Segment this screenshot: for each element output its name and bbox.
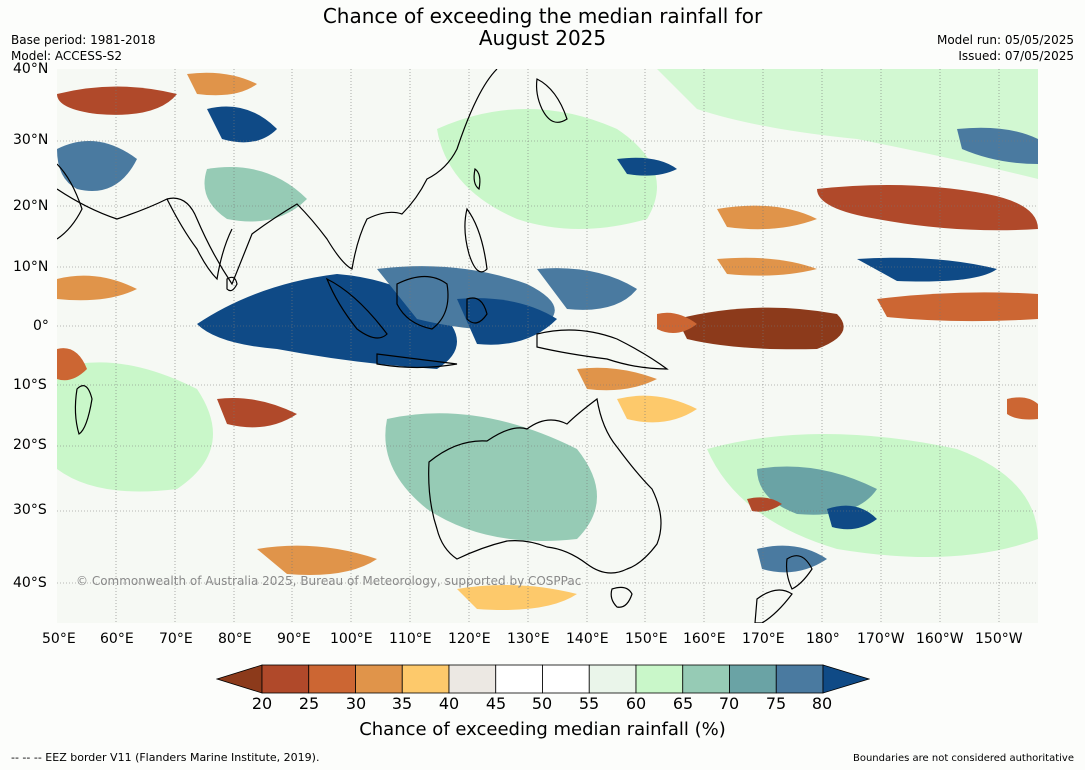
colorbar-cell [355,664,403,694]
lon-label: 70°E [159,631,193,647]
graticule [57,69,1038,623]
lat-label-30s: 30°S [13,502,47,518]
info-right: Model run: 05/05/2025 Issued: 07/05/2025 [937,32,1074,64]
colorbar-cell [635,664,684,694]
lat-label-30n: 30°N [13,132,49,148]
lon-label: 50°E [42,631,76,647]
colorbar-tick: 25 [298,694,320,713]
map-title: Chance of exceeding the median rainfall … [0,5,1085,49]
colorbar-tick: 65 [672,694,694,713]
lon-label: 180° [806,631,840,647]
colorbar-cell [588,664,637,694]
java-coast [376,353,458,369]
lon-label: 150°E [625,631,668,647]
sulawesi-coast [466,297,488,324]
colorbar-tick: 55 [578,694,600,713]
info-left: Base period: 1981-2018 Model: ACCESS-S2 [11,32,156,64]
lat-label-10s: 10°S [13,377,47,393]
lat-label-equator: 0° [33,318,49,334]
colorbar-arrow-low [216,664,263,694]
nz-south-coast [754,589,793,623]
lon-label: 110°E [389,631,432,647]
lat-label-10n: 10°N [13,259,49,275]
arabia-coast [57,163,83,240]
lat-label-20s: 20°S [13,437,47,453]
lon-label: 160°W [916,631,964,647]
watermark: © Commonwealth of Australia 2025, Bureau… [76,574,581,588]
colorbar-cells [216,664,870,694]
colorbar-tick: 60 [625,694,647,713]
title-line-1: Chance of exceeding the median rainfall … [322,4,763,28]
japan-coast [535,78,568,123]
colorbar-tick: 20 [251,694,273,713]
colorbar-cell [448,664,497,694]
lon-label: 100°E [330,631,373,647]
lat-label-40n: 40°N [13,61,49,77]
lon-label: 80°E [218,631,252,647]
philippines-coast [464,207,488,273]
borneo-coast [396,275,449,330]
probability-fields [57,69,1038,623]
coastlines [57,69,813,623]
colorbar-tick: 35 [391,694,413,713]
boundaries-footnote: Boundaries are not considered authoritat… [852,753,1074,764]
colorbar-cell [775,664,824,694]
colorbar-cell [308,664,356,694]
colorbar-tick: 70 [718,694,740,713]
eez-footnote: -- -- -- EEZ border V11 (Flanders Marine… [11,751,320,764]
lon-label: 120°E [448,631,491,647]
colorbar-tick: 75 [765,694,787,713]
asia-coast [57,69,498,286]
lon-label: 60°E [100,631,134,647]
colorbar-tick: 45 [485,694,507,713]
lon-label: 140°E [566,631,609,647]
colorbar-title: Chance of exceeding median rainfall (%) [359,719,726,740]
india-coast [166,198,233,281]
tasmania-coast [610,586,633,608]
title-line-2: August 2025 [478,26,607,50]
lon-label: 90°E [277,631,311,647]
colorbar-cell [542,664,590,694]
colorbar [216,664,870,694]
colorbar-cell [729,664,777,694]
lon-label: 130°E [507,631,550,647]
colorbar-cell [401,664,450,694]
lon-label: 150°W [975,631,1023,647]
colorbar-arrow-high [822,664,870,694]
model-run-label: Model run: 05/05/2025 [936,33,1074,47]
lon-label: 170°W [857,631,905,647]
colorbar-tick: 40 [438,694,460,713]
australia-coast [428,397,662,574]
colorbar-cell [495,664,543,694]
lon-label: 160°E [683,631,726,647]
colorbar-cell [682,664,730,694]
new-guinea-coast [536,329,669,370]
lat-label-40s: 40°S [13,575,47,591]
madagascar-coast [74,385,93,435]
base-period-label: Base period: 1981-2018 [11,33,156,47]
sumatra-coast [325,277,388,339]
rainfall-map: © Commonwealth of Australia 2025, Bureau… [57,69,1038,623]
lon-label: 170°E [742,631,785,647]
lat-label-20n: 20°N [13,198,49,214]
sri-lanka-coast [226,276,238,292]
colorbar-tick: 80 [811,694,833,713]
colorbar-tick: 30 [345,694,367,713]
issued-label: Issued: 07/05/2025 [958,49,1074,63]
model-label: Model: ACCESS-S2 [11,49,123,63]
taiwan-coast [473,167,481,191]
colorbar-tick: 50 [531,694,553,713]
colorbar-cell [261,664,310,694]
nz-coast [785,555,813,590]
